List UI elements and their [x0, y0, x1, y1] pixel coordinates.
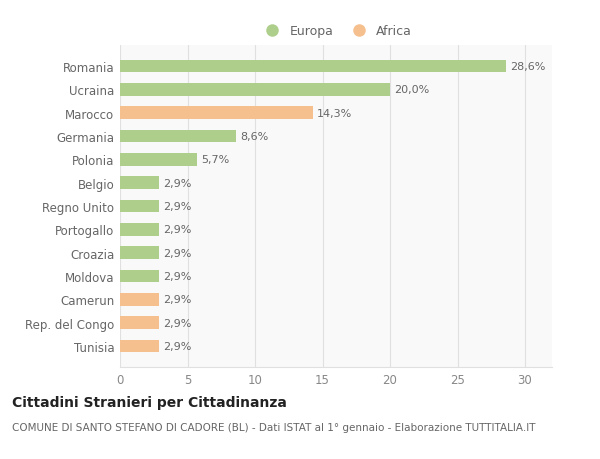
Text: Cittadini Stranieri per Cittadinanza: Cittadini Stranieri per Cittadinanza [12, 395, 287, 409]
Bar [120, 224, 159, 236]
Text: 2,9%: 2,9% [163, 225, 191, 235]
Bar [120, 84, 390, 96]
Text: 28,6%: 28,6% [510, 62, 545, 72]
Text: 2,9%: 2,9% [163, 248, 191, 258]
Bar [120, 317, 159, 329]
Text: 2,9%: 2,9% [163, 295, 191, 305]
Bar [120, 107, 313, 120]
Text: 14,3%: 14,3% [317, 108, 352, 118]
Text: 2,9%: 2,9% [163, 318, 191, 328]
Bar [120, 340, 159, 353]
Text: COMUNE DI SANTO STEFANO DI CADORE (BL) - Dati ISTAT al 1° gennaio - Elaborazione: COMUNE DI SANTO STEFANO DI CADORE (BL) -… [12, 422, 536, 432]
Text: 2,9%: 2,9% [163, 202, 191, 212]
Bar [120, 293, 159, 306]
Legend: Europa, Africa: Europa, Africa [255, 20, 417, 43]
Text: 2,9%: 2,9% [163, 178, 191, 188]
Text: 8,6%: 8,6% [240, 132, 268, 142]
Bar [120, 154, 197, 167]
Text: 2,9%: 2,9% [163, 271, 191, 281]
Bar [120, 177, 159, 190]
Text: 2,9%: 2,9% [163, 341, 191, 351]
Bar [120, 246, 159, 259]
Bar [120, 61, 506, 73]
Bar [120, 130, 236, 143]
Bar [120, 270, 159, 283]
Text: 5,7%: 5,7% [201, 155, 229, 165]
Bar [120, 200, 159, 213]
Text: 20,0%: 20,0% [394, 85, 430, 95]
